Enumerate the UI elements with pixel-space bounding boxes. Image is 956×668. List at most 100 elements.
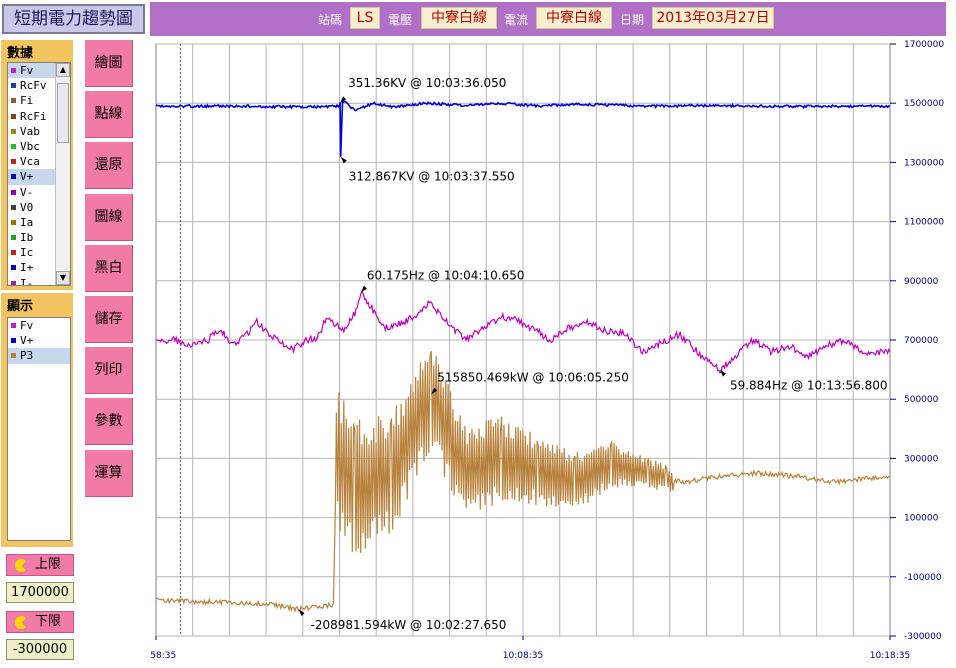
display-list-item[interactable]: Fv bbox=[8, 318, 70, 333]
data-list-item[interactable]: Ib bbox=[8, 230, 70, 245]
display-list-item-label: P3 bbox=[20, 349, 34, 363]
station-label: 站碼 bbox=[318, 13, 343, 27]
y-tick-label: -300000 bbox=[904, 632, 942, 642]
data-list-item[interactable]: V+ bbox=[8, 169, 70, 185]
draw-button[interactable]: 繪圖 bbox=[85, 40, 133, 87]
data-list-scrollbar[interactable]: ▲ ▼ bbox=[55, 63, 70, 285]
color-swatch bbox=[11, 353, 16, 359]
restore-button[interactable]: 還原 bbox=[85, 142, 133, 189]
station-field[interactable]: LS bbox=[350, 7, 380, 29]
data-list-item-label: RcFv bbox=[20, 79, 47, 93]
data-list-item-label: V+ bbox=[20, 170, 34, 184]
data-list-item[interactable]: I- bbox=[8, 276, 70, 285]
compute-button[interactable]: 運算 bbox=[85, 450, 133, 497]
trend-chart[interactable]: 1700000 1500000 1300000 1100000 900000 700000… bbox=[150, 40, 956, 666]
current-field[interactable]: 中寮白線 bbox=[536, 7, 612, 29]
lower-limit-field[interactable]: -300000 bbox=[6, 639, 74, 660]
color-swatch bbox=[11, 159, 16, 165]
data-list-item-label: Fv bbox=[20, 64, 34, 77]
data-list-item[interactable]: RcFv bbox=[8, 78, 70, 93]
x-tick-label: 10:18:35 bbox=[870, 651, 910, 661]
y-tick-label: 900000 bbox=[904, 277, 939, 287]
data-list-item-label: Ib bbox=[20, 231, 34, 245]
data-list-item[interactable]: Fv bbox=[8, 63, 70, 79]
data-list-item[interactable]: Ic bbox=[8, 245, 70, 260]
points-button[interactable]: 點線 bbox=[85, 91, 133, 138]
data-list-item-label: Fi bbox=[20, 94, 34, 108]
color-swatch bbox=[11, 265, 16, 271]
series-line-vplus bbox=[155, 99, 891, 157]
y-tick-label: -100000 bbox=[904, 573, 942, 583]
annotation-label: 59.884Hz @ 10:13:56.800 bbox=[730, 379, 888, 393]
graph-button[interactable]: 圖線 bbox=[85, 194, 133, 241]
display-list[interactable]: Fv V+ P3 bbox=[7, 317, 71, 541]
pacman-icon bbox=[15, 616, 28, 629]
data-list-item[interactable]: Vca bbox=[8, 154, 70, 169]
scroll-thumb[interactable] bbox=[57, 83, 69, 143]
upper-limit-button[interactable]: 上限 bbox=[6, 554, 74, 576]
color-swatch bbox=[11, 98, 16, 104]
color-swatch bbox=[11, 113, 16, 119]
display-panel-title: 顯示 bbox=[7, 299, 34, 314]
chart-annotations: 351.36KV @ 10:03:36.050 312.867KV @ 10:03… bbox=[298, 76, 888, 632]
y-tick-label: 1500000 bbox=[904, 99, 944, 109]
scroll-up-icon[interactable]: ▲ bbox=[56, 63, 70, 77]
annotation-arrow bbox=[340, 156, 347, 164]
color-swatch bbox=[11, 250, 16, 256]
params-button[interactable]: 參數 bbox=[85, 398, 133, 445]
voltage-field[interactable]: 中寮白線 bbox=[421, 7, 497, 29]
y-tick-label: 700000 bbox=[904, 336, 939, 346]
data-list-item[interactable]: I+ bbox=[8, 260, 70, 275]
data-list-item[interactable]: V- bbox=[8, 185, 70, 200]
data-list-item[interactable]: Ia bbox=[8, 215, 70, 230]
color-swatch bbox=[11, 280, 16, 285]
pacman-icon bbox=[15, 559, 28, 572]
color-swatch bbox=[11, 204, 16, 210]
data-list-item[interactable]: RcFi bbox=[8, 109, 70, 124]
color-swatch bbox=[11, 323, 16, 328]
data-list-item-label: Vab bbox=[20, 124, 40, 138]
color-swatch bbox=[11, 219, 16, 225]
header-bar: 短期電力趨勢圖 站碼 LS 電壓 中寮白線 電流 中寮白線 日期 2013年03… bbox=[0, 0, 956, 38]
data-list-item[interactable]: Vbc bbox=[8, 139, 70, 154]
data-list-item-label: Vbc bbox=[20, 139, 40, 153]
data-list[interactable]: Fv RcFv Fi RcFi Vab Vbc Vca V+ V- V0 Ia Ib Ic I+ I- ▲ … bbox=[7, 62, 71, 286]
scroll-down-icon[interactable]: ▼ bbox=[56, 271, 70, 285]
save-button[interactable]: 儲存 bbox=[85, 296, 133, 343]
annotation-label: 515850.469kW @ 10:06:05.250 bbox=[437, 371, 629, 385]
blackwhite-button[interactable]: 黑白 bbox=[85, 245, 133, 292]
display-list-item[interactable]: P3 bbox=[8, 348, 70, 364]
print-button[interactable]: 列印 bbox=[85, 347, 133, 394]
data-list-item-label: I+ bbox=[20, 261, 34, 275]
data-list-item[interactable]: V0 bbox=[8, 200, 70, 215]
upper-limit-field[interactable]: 1700000 bbox=[6, 582, 74, 603]
data-list-item[interactable]: Vab bbox=[8, 124, 70, 139]
display-list-items: Fv V+ P3 bbox=[8, 318, 70, 364]
data-list-item[interactable]: Fi bbox=[8, 93, 70, 108]
color-swatch bbox=[11, 83, 16, 89]
color-swatch bbox=[11, 128, 16, 134]
display-panel: 顯示 Fv V+ P3 bbox=[1, 293, 73, 547]
color-swatch bbox=[11, 143, 16, 149]
data-list-item-label: V0 bbox=[20, 200, 34, 214]
voltage-label: 電壓 bbox=[388, 13, 413, 27]
chart-series bbox=[155, 99, 891, 613]
annotation-arrow bbox=[298, 609, 305, 617]
annotation-arrow bbox=[340, 96, 347, 104]
lower-limit-label: 下限 bbox=[35, 614, 62, 629]
current-label: 電流 bbox=[504, 13, 529, 27]
x-tick-label: 09:58:35 bbox=[150, 651, 176, 661]
data-list-item-label: V- bbox=[20, 185, 34, 199]
y-tick-label: 1300000 bbox=[904, 158, 944, 168]
y-tick-label: 300000 bbox=[904, 454, 939, 464]
data-panel: 數據 Fv RcFv Fi RcFi Vab Vbc Vca V+ V- V0 Ia Ib Ic I+ I-… bbox=[1, 40, 73, 290]
lower-limit-button[interactable]: 下限 bbox=[6, 611, 74, 633]
series-line-p3 bbox=[155, 350, 891, 613]
color-swatch bbox=[11, 189, 16, 195]
chart-axes: 1700000 1500000 1300000 1100000 900000 700000… bbox=[150, 40, 944, 661]
series-line-fv bbox=[155, 290, 891, 375]
annotation-label: -208981.594kW @ 10:02:27.650 bbox=[311, 618, 507, 632]
date-field[interactable]: 2013年03月27日 bbox=[652, 7, 774, 29]
display-list-item[interactable]: V+ bbox=[8, 333, 70, 348]
x-tick-label: 10:08:35 bbox=[503, 651, 543, 661]
